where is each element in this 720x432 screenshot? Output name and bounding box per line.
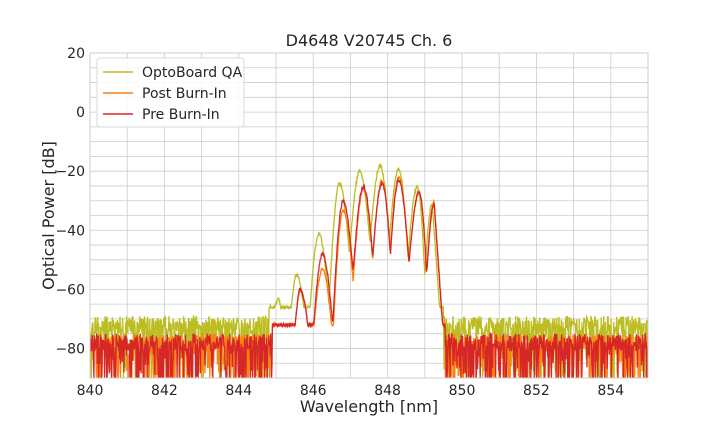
legend-label: OptoBoard QA <box>142 65 243 81</box>
plot-area <box>90 163 648 378</box>
x-tick-label: 842 <box>151 383 178 399</box>
x-tick-label: 844 <box>225 383 252 399</box>
y-tick-label: −60 <box>55 282 85 298</box>
series-line-pre-burn-in <box>90 177 648 378</box>
legend-label: Post Burn-In <box>142 86 227 102</box>
legend-box <box>96 57 245 128</box>
y-axis-ticks: −80 −60 −40 −20 0 20 <box>55 46 85 357</box>
x-axis-ticks: 840 842 844 846 848 850 852 854 <box>77 383 625 399</box>
x-tick-label: 854 <box>597 383 624 399</box>
chart-title: D4648 V20745 Ch. 6 <box>286 31 453 50</box>
legend: OptoBoard QA Post Burn-In Pre Burn-In <box>96 57 245 128</box>
y-axis-label: Optical Power [dB] <box>39 141 58 290</box>
x-tick-label: 850 <box>449 383 476 399</box>
y-tick-label: −40 <box>55 223 85 239</box>
y-tick-label: −20 <box>55 164 85 180</box>
x-tick-label: 848 <box>374 383 401 399</box>
x-tick-label: 840 <box>77 383 104 399</box>
plot-frame <box>89 52 649 379</box>
x-tick-label: 846 <box>300 383 327 399</box>
x-tick-label: 852 <box>523 383 550 399</box>
y-tick-label: 20 <box>67 46 85 62</box>
y-tick-label: −80 <box>55 341 85 357</box>
x-axis-label: Wavelength [nm] <box>300 397 438 416</box>
y-tick-label: 0 <box>76 105 85 121</box>
legend-label: Pre Burn-In <box>142 107 220 123</box>
